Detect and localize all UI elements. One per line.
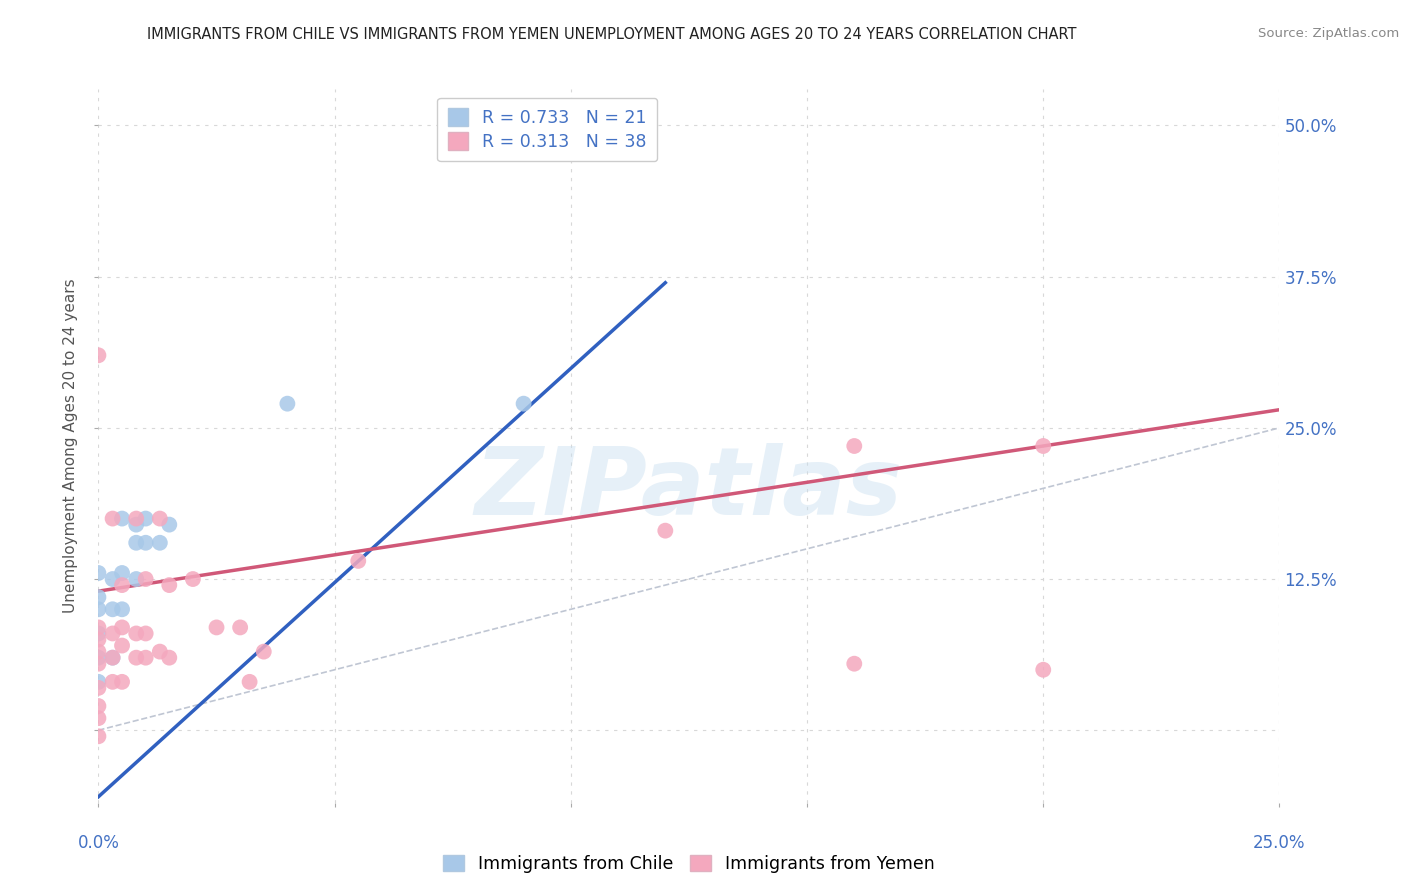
Point: [101, 511, 124, 525]
Point: [157, 578, 180, 592]
Point: [87, 620, 110, 634]
Point: [276, 397, 298, 411]
Point: [101, 602, 124, 616]
Point: [135, 572, 157, 586]
Point: [135, 511, 157, 525]
Point: [87, 348, 110, 362]
Point: [149, 535, 172, 549]
Point: [149, 511, 172, 525]
Point: [87, 566, 110, 580]
Point: [125, 535, 148, 549]
Point: [87, 645, 110, 659]
Point: [87, 699, 110, 714]
Point: [654, 524, 676, 538]
Text: IMMIGRANTS FROM CHILE VS IMMIGRANTS FROM YEMEN UNEMPLOYMENT AMONG AGES 20 TO 24 : IMMIGRANTS FROM CHILE VS IMMIGRANTS FROM…: [146, 27, 1077, 42]
Legend: Immigrants from Chile, Immigrants from Yemen: Immigrants from Chile, Immigrants from Y…: [436, 848, 942, 880]
Point: [101, 650, 124, 665]
Point: [101, 572, 124, 586]
Point: [157, 650, 180, 665]
Point: [87, 711, 110, 725]
Point: [125, 517, 148, 532]
Point: [111, 511, 134, 525]
Point: [125, 626, 148, 640]
Point: [111, 566, 134, 580]
Point: [87, 632, 110, 647]
Point: [125, 511, 148, 525]
Point: [135, 535, 157, 549]
Point: [87, 590, 110, 604]
Point: [111, 620, 134, 634]
Point: [844, 439, 866, 453]
Text: 25.0%: 25.0%: [1253, 834, 1306, 852]
Point: [87, 729, 110, 743]
Point: [229, 620, 252, 634]
Point: [135, 626, 157, 640]
Point: [135, 650, 157, 665]
Point: [1032, 439, 1054, 453]
Point: [87, 626, 110, 640]
Point: [253, 645, 276, 659]
Point: [157, 517, 180, 532]
Point: [87, 650, 110, 665]
Point: [101, 674, 124, 689]
Point: [239, 674, 262, 689]
Point: [101, 626, 124, 640]
Y-axis label: Unemployment Among Ages 20 to 24 years: Unemployment Among Ages 20 to 24 years: [63, 278, 79, 614]
Point: [125, 572, 148, 586]
Point: [87, 602, 110, 616]
Point: [87, 657, 110, 671]
Text: 0.0%: 0.0%: [77, 834, 120, 852]
Point: [844, 657, 866, 671]
Point: [111, 639, 134, 653]
Point: [181, 572, 204, 586]
Point: [111, 674, 134, 689]
Point: [1032, 663, 1054, 677]
Point: [87, 681, 110, 695]
Point: [125, 650, 148, 665]
Text: Source: ZipAtlas.com: Source: ZipAtlas.com: [1258, 27, 1399, 40]
Point: [87, 674, 110, 689]
Point: [512, 397, 534, 411]
Point: [101, 650, 124, 665]
Point: [111, 578, 134, 592]
Text: ZIPatlas: ZIPatlas: [475, 442, 903, 535]
Point: [149, 645, 172, 659]
Point: [205, 620, 228, 634]
Point: [347, 554, 370, 568]
Point: [111, 602, 134, 616]
